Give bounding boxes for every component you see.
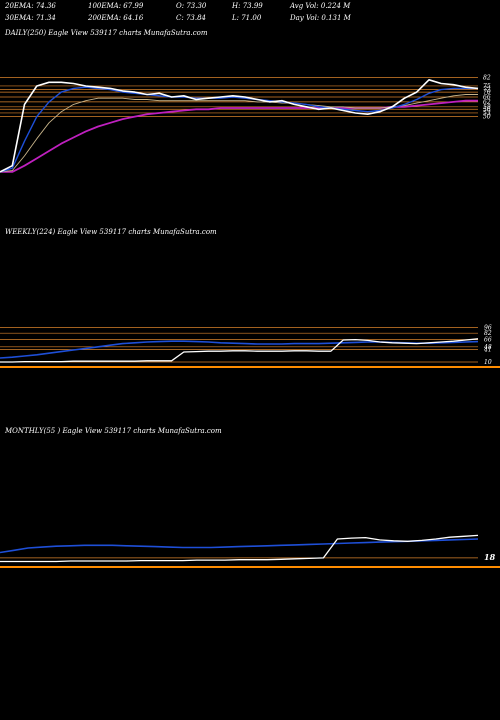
ema100-stat: 100EMA: 67.99: [88, 2, 144, 10]
weekly-level-label: 48: [483, 344, 492, 351]
daily-level-label: 75: [483, 83, 491, 90]
daily-series-0: [0, 79, 479, 173]
weekly-level-label: 66: [484, 337, 492, 344]
daily-level-label: 66: [483, 94, 491, 101]
avg-vol-stat: Avg Vol: 0.224 M: [290, 2, 351, 10]
monthly-series-0: [0, 534, 479, 563]
daily-panel-title: DAILY(250) Eagle View 539117 charts Muna…: [5, 29, 208, 37]
daily-level-label: 50: [483, 114, 491, 121]
daily-level-label: 82: [483, 74, 491, 81]
close-stat: C: 73.84: [176, 14, 206, 22]
low-stat: L: 71.00: [232, 14, 262, 22]
daily-level-label: 70: [483, 89, 491, 96]
high-stat: H: 73.99: [232, 2, 263, 10]
weekly-level-label: 82: [484, 330, 492, 337]
daily-level-label: 58: [483, 104, 491, 111]
daily-level-label: 62: [483, 99, 491, 106]
daily-level-label: 53: [483, 110, 491, 117]
daily-level-label: 72: [483, 87, 491, 94]
monthly-level-label: 18: [484, 552, 496, 562]
monthly-panel-title: MONTHLY(55 ) Eagle View 539117 charts Mu…: [5, 427, 222, 435]
ema30-stat: 30EMA: 71.34: [5, 14, 56, 22]
ema20-stat: 20EMA: 74.36: [5, 2, 56, 10]
weekly-level-label: 10: [484, 359, 492, 366]
weekly-panel-title: WEEKLY(224) Eagle View 539117 charts Mun…: [5, 228, 217, 236]
day-vol-stat: Day Vol: 0.131 M: [290, 14, 351, 22]
weekly-level-label: 41: [483, 347, 492, 354]
open-stat: O: 73.30: [176, 2, 207, 10]
weekly-series-0: [0, 338, 479, 363]
daily-series-3: [0, 99, 478, 173]
daily-series-1: [0, 86, 478, 173]
daily-level-label: 56: [483, 106, 491, 113]
weekly-level-label: 96: [484, 325, 492, 332]
ema200-stat: 200EMA: 64.16: [88, 14, 144, 22]
